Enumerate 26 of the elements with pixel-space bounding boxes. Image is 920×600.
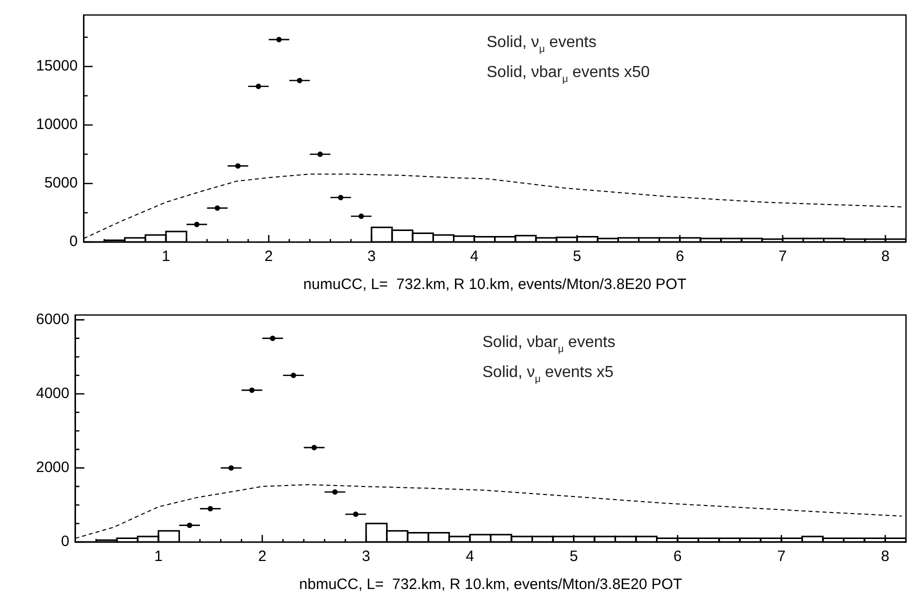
y-tick-label: 2000 — [36, 459, 70, 476]
x-axis-title: numuCC, L= 732.km, R 10.km, events/Mton/3.8E20 POT — [303, 276, 686, 294]
y-tick-label: 5000 — [44, 174, 78, 192]
x-tick-label: 7 — [778, 248, 787, 266]
x-tick-label: 6 — [676, 248, 684, 266]
y-tick-label: 0 — [69, 233, 78, 250]
x-tick-label: 2 — [264, 248, 273, 266]
x-tick-label: 8 — [881, 548, 890, 566]
x-tick-label: 4 — [470, 248, 478, 266]
x-tick-label: 5 — [570, 548, 578, 566]
x-tick-label: 1 — [162, 248, 170, 266]
x-tick-label: 6 — [673, 548, 682, 566]
x-tick-label: 2 — [258, 548, 266, 566]
x-tick-label: 5 — [572, 248, 582, 266]
x-tick-label: 3 — [362, 548, 370, 566]
x-tick-label: 8 — [881, 248, 890, 266]
x-tick-label: 3 — [367, 248, 376, 266]
y-tick-label: 15000 — [36, 58, 78, 75]
y-tick-label: 4000 — [36, 385, 70, 402]
y-tick-label: 6000 — [36, 310, 70, 328]
x-tick-label: 7 — [777, 548, 786, 566]
y-tick-label: 10000 — [36, 116, 78, 134]
x-tick-label: 4 — [466, 548, 474, 566]
y-tick-label: 0 — [61, 533, 70, 550]
x-axis-title: nbmuCC, L= 732.km, R 10.km, events/Mton/3.8E20 POT — [299, 576, 682, 594]
x-tick-label: 1 — [154, 548, 163, 566]
